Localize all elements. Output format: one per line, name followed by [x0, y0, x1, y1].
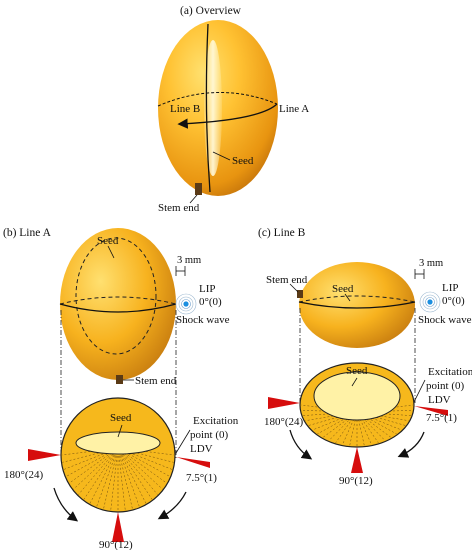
stem-end-b — [116, 375, 123, 384]
label-disc-seed-c: Seed — [346, 365, 368, 377]
label-angle-180-b: 180°(24) — [4, 469, 44, 481]
ldv-marker-c — [414, 406, 448, 416]
stem-leader-c — [289, 283, 299, 293]
label-stem-end-a: Stem end — [158, 202, 200, 214]
equator-back-c — [298, 295, 416, 303]
label-angle-7-5-c: 7.5°(1) — [426, 412, 457, 424]
panel-a-title: (a) Overview — [180, 5, 242, 17]
lip-ring-3-c — [419, 291, 441, 313]
equator-front-b — [59, 303, 177, 313]
seed-highlight — [204, 40, 222, 176]
label-shock-wave-c: Shock wave — [418, 314, 472, 326]
label-ldv-c: LDV — [428, 394, 451, 406]
seed-leader-a — [212, 151, 231, 161]
rotation-arrow-right-c — [397, 431, 425, 458]
ray-line-b — [117, 447, 126, 511]
label-ldv-b: LDV — [190, 443, 213, 455]
equator-back-b — [59, 296, 177, 305]
lip-ring-1-b — [181, 299, 191, 309]
ray-line-c — [356, 411, 392, 438]
marker-180-b — [28, 449, 61, 461]
seed-ellipse-c — [313, 371, 401, 421]
ray-line-c — [328, 411, 358, 441]
stem-end-c — [297, 290, 303, 298]
panel-b-line-a: (b) Line A Seed Stem end 3 mm LIP 0°(0) … — [3, 227, 239, 550]
label-lip-angle-c: 0°(0) — [442, 295, 465, 307]
label-angle-90-b: 90°(12) — [99, 539, 133, 550]
disc-seed-leader-b — [117, 424, 123, 438]
lip-ring-1-c — [425, 297, 435, 307]
seed-ellipse-b — [75, 431, 161, 455]
lip-ring-2-b — [178, 296, 194, 312]
label-scale-b: 3 mm — [177, 255, 201, 266]
marker-90-b — [112, 512, 124, 542]
fruit-body-c — [299, 262, 415, 348]
panel-a-overview: (a) Overview Line B Line A Seed Stem end — [157, 5, 309, 214]
label-angle-90-c: 90°(12) — [339, 475, 373, 487]
panel-c-title: (c) Line B — [258, 227, 306, 239]
excitation-leader-c — [413, 379, 426, 403]
label-seed-c: Seed — [332, 283, 354, 295]
lip-ring-3-b — [175, 293, 197, 315]
marker-90-c — [351, 447, 363, 473]
label-excitation-1-b: Excitation — [193, 415, 239, 427]
label-lip-b: LIP — [199, 283, 216, 295]
label-angle-180-c: 180°(24) — [264, 416, 304, 428]
label-stem-end-b: Stem end — [135, 375, 177, 387]
line-a-arrow — [177, 103, 278, 129]
label-line-b: Line B — [170, 103, 200, 115]
disc-seed-leader-c — [351, 377, 358, 387]
ray-line-c — [322, 411, 358, 438]
ray-line-b — [117, 447, 133, 510]
label-lip-c: LIP — [442, 282, 459, 294]
label-excitation-1-c: Excitation — [428, 366, 472, 378]
stem-end-overview — [195, 183, 202, 195]
line-b-curve — [205, 23, 211, 193]
label-scale-c: 3 mm — [419, 258, 443, 269]
ray-line-b — [96, 447, 119, 507]
label-shock-wave-b: Shock wave — [176, 314, 230, 326]
line-a-dashed-back — [157, 92, 278, 107]
seed-outline-dashed-b — [75, 237, 157, 355]
ray-line-b — [110, 447, 119, 511]
ray-line-b — [117, 447, 140, 507]
excitation-leader-b — [175, 429, 191, 454]
rotation-arrow-left-c — [289, 429, 313, 460]
label-line-a: Line A — [279, 103, 309, 115]
label-stem-end-c: Stem end — [266, 274, 308, 286]
seed-leader-b — [107, 245, 115, 259]
seed-leader-c — [344, 293, 351, 302]
fruit-body-b — [60, 228, 176, 380]
panel-c-line-b: (c) Line B Stem end Seed 3 mm LIP 0°(0) … — [258, 227, 472, 487]
marker-180-c — [268, 397, 300, 409]
ray-line-b — [103, 447, 119, 510]
label-seed-a: Seed — [232, 155, 254, 167]
equator-front-c — [298, 301, 416, 309]
ldv-marker-b — [176, 457, 210, 468]
rotation-arrow-left-b — [53, 487, 79, 522]
label-angle-7-5-b: 7.5°(1) — [186, 472, 217, 484]
rotation-arrow-right-b — [157, 491, 187, 520]
ray-line-c — [317, 411, 358, 435]
label-disc-seed-b: Seed — [110, 412, 132, 424]
ray-line-c — [356, 411, 397, 435]
label-excitation-2-c: point (0) — [426, 380, 465, 392]
lip-dot-c — [427, 299, 433, 305]
label-excitation-2-b: point (0) — [190, 429, 229, 441]
ray-line-c — [356, 411, 386, 441]
label-lip-angle-b: 0°(0) — [199, 296, 222, 308]
panel-b-title: (b) Line A — [3, 227, 52, 239]
label-seed-b: Seed — [97, 235, 119, 247]
stem-end-leader — [189, 194, 198, 204]
lip-ring-2-c — [422, 294, 438, 310]
lip-dot-b — [183, 301, 189, 307]
